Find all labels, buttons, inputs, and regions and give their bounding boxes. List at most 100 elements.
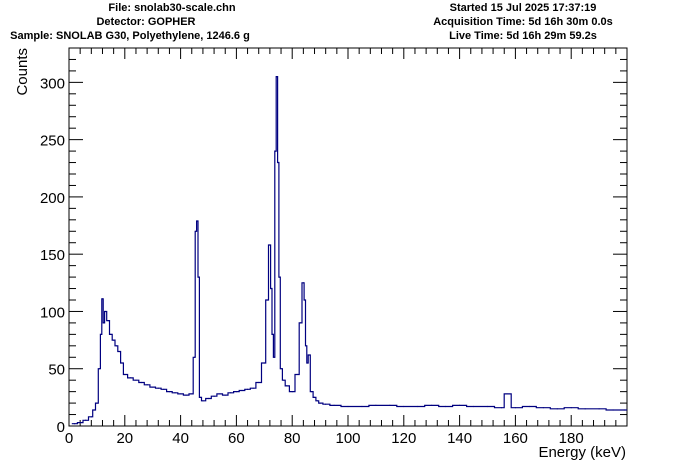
data-point [110,333,112,335]
data-point [291,391,293,393]
y-tick-label: 300 [40,75,65,92]
data-point [163,388,165,390]
data-point [196,220,198,222]
data-point [305,345,307,347]
data-point [308,354,310,356]
data-point [157,387,159,389]
data-point [500,407,503,409]
data-point [375,404,377,406]
data-point [146,384,148,386]
data-point [612,409,614,411]
data-point [124,373,126,376]
y-tick-label: 0 [57,419,65,436]
data-point [100,333,102,335]
x-tick-label: 0 [65,430,73,447]
data-point [313,396,316,398]
data-point [252,387,254,389]
data-point [431,404,433,406]
data-point [104,310,106,313]
data-point [514,407,517,409]
header-file: File: snolab30-scale.chn [108,2,236,14]
data-point [280,368,282,370]
header-sample: Sample: SNOLAB G30, Polyethylene, 1246.6… [10,30,250,42]
data-point [277,161,279,164]
data-point [623,409,625,411]
data-point [297,373,299,376]
data-point [302,282,304,284]
data-point [306,362,309,364]
data-point [174,392,176,394]
data-point [506,393,508,395]
data-point [198,276,200,278]
y-axis-label: Counts [14,48,31,96]
data-point [258,381,260,384]
data-point [316,400,318,402]
data-point [115,345,118,347]
data-point [193,356,196,358]
header-live-time: Live Time: 5d 16h 29m 59.2s [449,30,597,42]
data-point [274,150,277,152]
header-started: Started 15 Jul 2025 17:37:19 [449,2,597,14]
data-point [417,405,419,408]
plot-frame [68,47,628,427]
chart-axes: 0 50 100 150 200 250 300 0 20 40 60 80 100 120 140 160 1… [40,47,628,447]
data-point [107,320,109,322]
data-point [73,423,76,425]
data-point [224,394,226,396]
data-point [542,407,544,409]
data-point [118,350,120,353]
data-point [528,405,530,408]
x-tick-label: 140 [447,430,472,447]
data-point [283,379,285,381]
y-tick-label: 50 [48,362,65,379]
data-point [213,395,215,397]
data-point [219,393,221,395]
data-point [241,389,243,392]
data-point [389,404,391,406]
data-point [191,393,193,395]
data-point [93,409,95,411]
data-point [361,405,363,408]
data-point [325,403,327,405]
x-tick-label: 20 [116,430,133,447]
data-point [319,402,321,404]
x-tick-label: 100 [335,430,360,447]
data-point [96,402,98,404]
data-point [263,362,265,364]
data-point [152,386,154,388]
data-point [230,392,232,394]
data-point [90,416,92,418]
data-point [272,333,274,335]
chart-series [71,76,627,425]
data-point [129,377,131,379]
x-tick-label: 40 [172,430,189,447]
data-point [584,408,586,410]
y-tick-label: 250 [40,133,65,150]
data-point [311,391,313,393]
x-tick-label: 80 [284,430,301,447]
x-tick-label: 60 [228,430,245,447]
data-point [135,379,137,381]
data-point [459,404,461,406]
data-point [279,276,281,278]
header-detector: Detector: GOPHER [96,16,196,28]
data-point [207,397,210,400]
data-point [99,368,101,370]
spectrum-line [71,76,627,425]
data-point [113,339,115,341]
data-point [199,396,201,398]
x-tick-label: 160 [503,430,528,447]
x-tick-label: 120 [391,430,416,447]
data-point [570,407,572,409]
y-tick-label: 150 [40,247,65,264]
header-acquisition-time: Acquisition Time: 5d 16h 30m 0.0s [433,16,613,28]
data-point [180,393,182,395]
data-point [121,362,123,364]
data-point [556,408,558,410]
data-point [140,381,143,384]
x-axis-label: Energy (keV) [538,444,626,461]
data-point [304,299,306,301]
data-point [276,76,278,78]
data-point [101,298,104,300]
